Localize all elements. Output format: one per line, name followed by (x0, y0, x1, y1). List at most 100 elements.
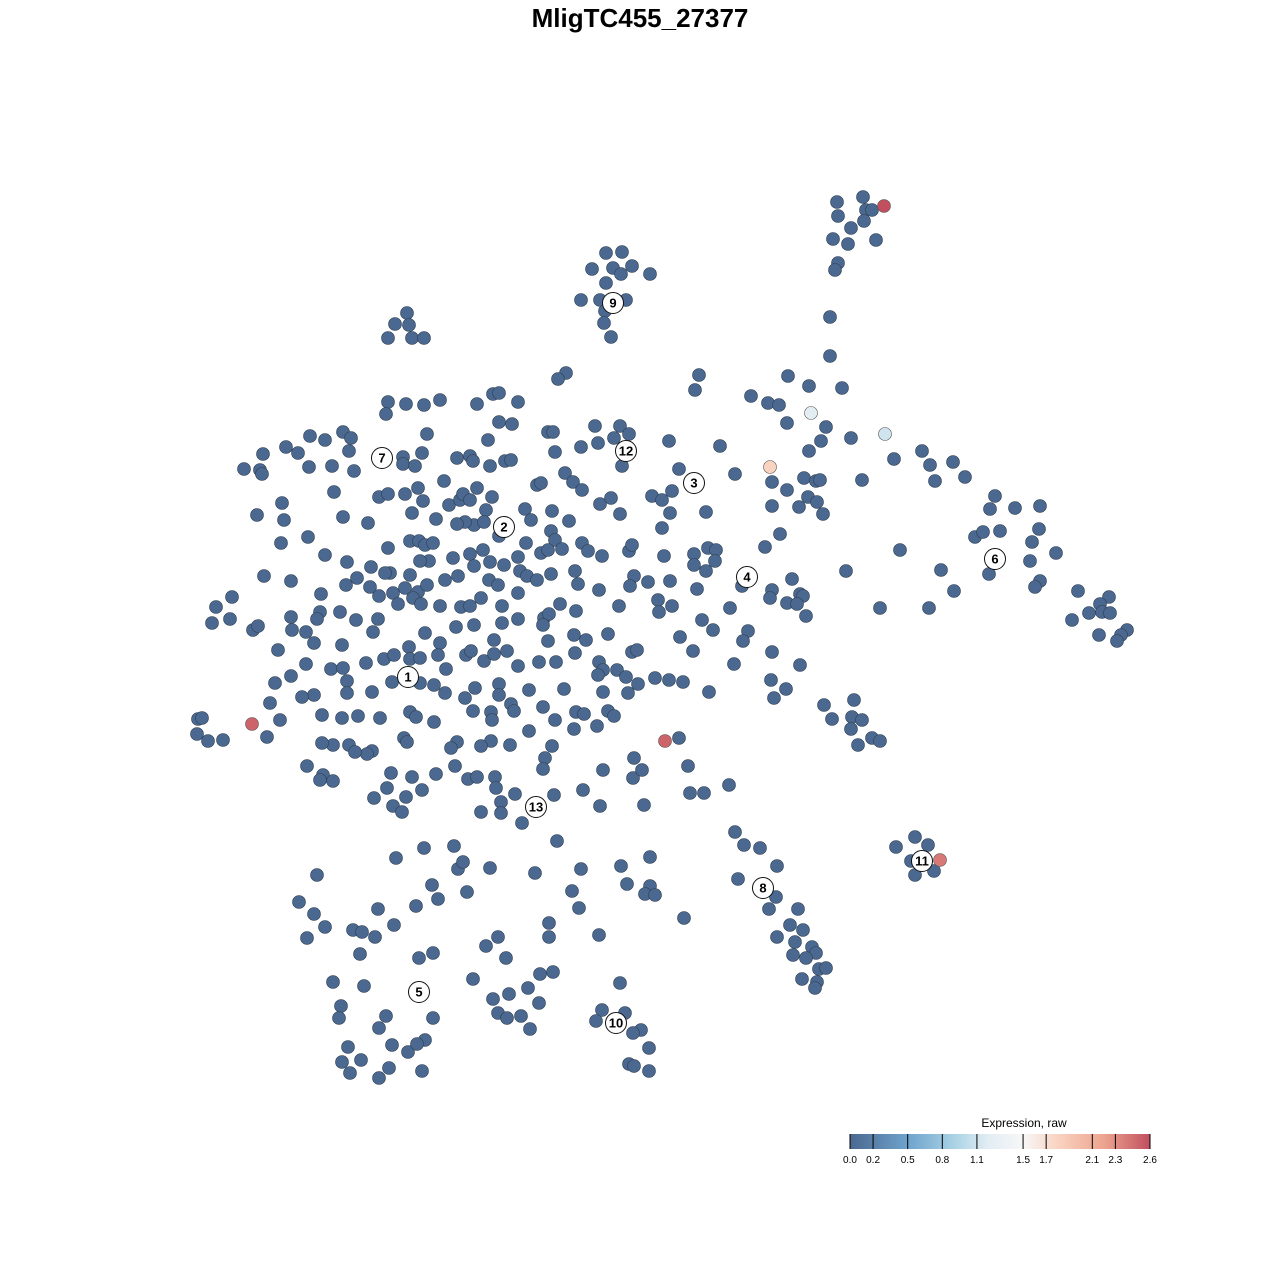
data-point (574, 293, 588, 307)
data-point (568, 564, 582, 578)
data-point (630, 643, 644, 657)
data-point (553, 597, 567, 611)
data-point (511, 395, 525, 409)
data-point (417, 331, 431, 345)
data-point (927, 864, 941, 878)
data-point (672, 731, 686, 745)
data-point (744, 389, 758, 403)
data-point-expressed (933, 853, 947, 867)
data-point (993, 524, 1007, 538)
data-point (817, 698, 831, 712)
data-point (355, 925, 369, 939)
data-point (495, 616, 509, 630)
data-point (497, 558, 511, 572)
data-point (333, 605, 347, 619)
data-point (1023, 554, 1037, 568)
data-point (418, 626, 432, 640)
data-point (921, 838, 935, 852)
data-point (610, 663, 624, 677)
data-point (642, 1041, 656, 1055)
data-point (379, 1009, 393, 1023)
data-point (681, 759, 695, 773)
colorbar-tick-label: 1.7 (1039, 1155, 1053, 1166)
data-point (797, 471, 811, 485)
data-point (637, 798, 651, 812)
data-point (683, 786, 697, 800)
data-point (384, 766, 398, 780)
data-point (620, 877, 634, 891)
data-point (695, 613, 709, 627)
data-point (433, 393, 447, 407)
data-point (655, 493, 669, 507)
data-point (591, 436, 605, 450)
data-point (596, 685, 610, 699)
data-point (790, 597, 804, 611)
data-point (495, 599, 509, 613)
data-point (251, 619, 265, 633)
data-point (492, 688, 506, 702)
data-point (456, 855, 470, 869)
cluster-label-badge (615, 440, 637, 462)
data-point (762, 902, 776, 916)
data-point (783, 918, 797, 932)
data-point (753, 841, 767, 855)
data-point (770, 930, 784, 944)
data-point (307, 688, 321, 702)
data-point (343, 1066, 357, 1080)
data-point (575, 483, 589, 497)
data-point (485, 713, 499, 727)
cluster-label: 3 (683, 472, 705, 494)
data-point (274, 536, 288, 550)
data-point (1025, 535, 1039, 549)
data-point (673, 630, 687, 644)
data-point (437, 474, 451, 488)
data-point (385, 1038, 399, 1052)
cluster-label-badge (605, 1012, 627, 1034)
data-point (466, 454, 480, 468)
data-point (662, 673, 676, 687)
data-point (449, 620, 463, 634)
data-point (643, 850, 657, 864)
data-point (786, 948, 800, 962)
data-point (708, 554, 722, 568)
data-point (566, 475, 580, 489)
data-point (359, 656, 373, 670)
data-point (574, 862, 588, 876)
data-point (336, 510, 350, 524)
data-point (763, 591, 777, 605)
data-point (363, 580, 377, 594)
data-point (361, 516, 375, 530)
data-point (688, 383, 702, 397)
data-point (635, 763, 649, 777)
data-point (382, 1061, 396, 1075)
cluster-label-badge (493, 516, 515, 538)
data-point (216, 733, 230, 747)
cluster-label-badge (602, 292, 624, 314)
data-point (277, 513, 291, 527)
data-point (431, 648, 445, 662)
data-point (381, 395, 395, 409)
cluster-label-badge (397, 666, 419, 688)
data-point (285, 623, 299, 637)
data-point (451, 569, 465, 583)
data-point (641, 575, 655, 589)
data-point (368, 930, 382, 944)
data-point (627, 751, 641, 765)
data-point (785, 572, 799, 586)
data-point (780, 416, 794, 430)
cluster-label-text: 3 (690, 476, 697, 491)
data-point (481, 433, 495, 447)
data-point (648, 671, 662, 685)
data-point (399, 790, 413, 804)
data-point (613, 419, 627, 433)
data-point (427, 715, 441, 729)
data-point (593, 497, 607, 511)
data-point (728, 467, 742, 481)
data-point (483, 861, 497, 875)
data-point (545, 504, 559, 518)
data-point (409, 899, 423, 913)
data-point (387, 648, 401, 662)
data-point (676, 675, 690, 689)
data-point (625, 259, 639, 273)
data-point (468, 681, 482, 695)
